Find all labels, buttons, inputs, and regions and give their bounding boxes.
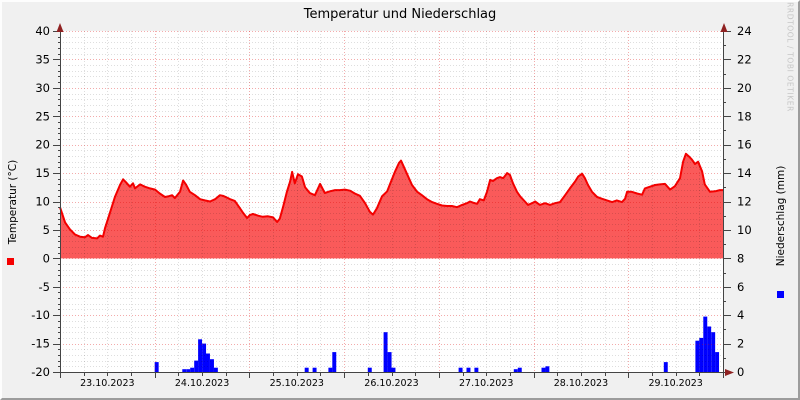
y-right-tick-label: 20: [737, 81, 752, 95]
y-right-tick-label: 16: [737, 138, 752, 152]
axis-arrows: [56, 23, 734, 376]
precipitation-bar: [663, 362, 668, 372]
axis-labels: 4035302520151050-5-10-15-202422201816141…: [31, 24, 751, 389]
precipitation-bar: [466, 367, 471, 372]
y-left-tick-label: 10: [35, 195, 50, 209]
y-left-tick-label: -15: [31, 337, 50, 351]
precipitation-bar: [545, 366, 550, 372]
y-right-tick-label: 6: [737, 280, 744, 294]
precipitation-legend-marker: [777, 291, 784, 298]
grid-minor: [60, 31, 723, 372]
temperature-legend-marker: [7, 258, 14, 265]
temperature-area: [60, 153, 723, 259]
precipitation-series: [154, 316, 720, 372]
x-axis-arrow: [725, 369, 734, 376]
y-right-tick-label: 18: [737, 109, 752, 123]
precipitation-bar: [202, 343, 207, 372]
tick-marks: [53, 31, 731, 378]
y-right-tick-label: 14: [737, 166, 752, 180]
temperature-line: [59, 152, 723, 240]
precipitation-bar: [190, 367, 195, 372]
precipitation-bar: [367, 367, 372, 372]
y-left-axis-title: Temperatur (°C): [7, 159, 19, 245]
precipitation-bar: [707, 326, 712, 372]
precipitation-bar: [304, 367, 309, 372]
y-right-tick-label: 10: [737, 223, 752, 237]
precipitation-bar: [458, 367, 463, 372]
y-left-tick-label: 15: [35, 166, 50, 180]
precipitation-bar: [154, 362, 159, 372]
x-axis-date-label: 24.10.2023: [175, 378, 229, 389]
y-left-tick-label: -10: [31, 308, 50, 322]
precipitation-bar: [513, 369, 518, 372]
precipitation-bar: [695, 340, 700, 372]
precipitation-bar: [194, 360, 199, 372]
rrdtool-watermark: RRDTOOL / TOBI OETIKER: [785, 2, 795, 112]
y-right-tick-label: 4: [737, 308, 744, 322]
temperature-series: [59, 152, 723, 259]
y-right-tick-label: 0: [737, 365, 744, 379]
y-left-tick-label: 40: [35, 24, 50, 38]
y-right-tick-label: 22: [737, 52, 752, 66]
precipitation-bar: [699, 337, 704, 372]
y-left-tick-label: 25: [35, 109, 50, 123]
precipitation-bar: [474, 367, 479, 372]
precipitation-bar: [198, 339, 203, 372]
x-axis-date-label: 27.10.2023: [459, 378, 513, 389]
precipitation-bar: [210, 359, 214, 372]
precipitation-bar: [391, 367, 396, 372]
chart-title: Temperatur und Niederschlag: [303, 7, 497, 22]
grid-major: [60, 31, 723, 372]
y-left-tick-label: 35: [35, 52, 50, 66]
precipitation-bar: [517, 367, 522, 372]
y-right-tick-label: 8: [737, 251, 744, 265]
y-left-tick-label: 20: [35, 138, 50, 152]
precipitation-bar: [711, 332, 716, 372]
y-right-axis-arrow: [720, 23, 728, 32]
y-left-tick-label: 5: [43, 223, 50, 237]
x-axis-date-label: 23.10.2023: [80, 378, 134, 389]
x-axis-date-label: 28.10.2023: [554, 378, 608, 389]
y-right-tick-label: 12: [737, 195, 752, 209]
precipitation-bar: [383, 332, 388, 372]
precipitation-bar: [332, 352, 337, 372]
precipitation-bar: [328, 367, 333, 372]
y-left-tick-label: 0: [43, 251, 50, 265]
precipitation-bar: [387, 352, 392, 372]
y-left-tick-label: 30: [35, 81, 50, 95]
precipitation-bar: [213, 367, 218, 372]
x-axis-date-label: 26.10.2023: [364, 378, 418, 389]
precipitation-bar: [715, 352, 720, 372]
precipitation-bar: [206, 353, 210, 372]
precipitation-bar: [182, 369, 187, 372]
precipitation-bar: [541, 367, 546, 372]
precipitation-bar: [186, 369, 191, 372]
y-left-axis-arrow: [56, 23, 64, 32]
axes: [60, 28, 727, 373]
y-left-tick-label: -5: [39, 280, 50, 294]
x-axis-date-label: 29.10.2023: [648, 378, 702, 389]
x-axis-date-label: 25.10.2023: [270, 378, 324, 389]
y-right-tick-label: 24: [737, 24, 752, 38]
precipitation-bar: [312, 367, 317, 372]
y-right-axis-title: Niederschlag (mm): [775, 165, 787, 267]
y-left-tick-label: -20: [31, 365, 50, 379]
precipitation-bar: [703, 316, 708, 372]
y-right-tick-label: 2: [737, 337, 744, 351]
